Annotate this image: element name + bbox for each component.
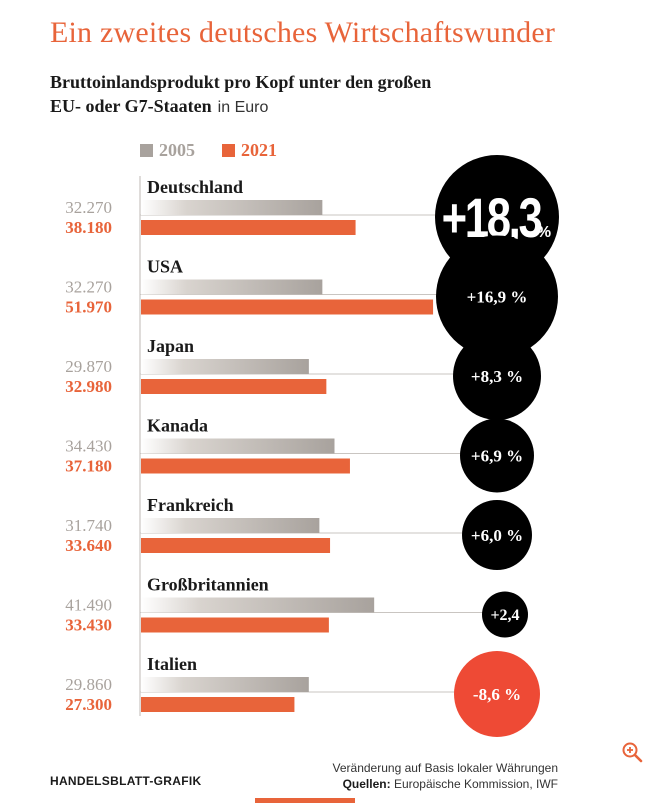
value-2005-frankreich: 31.740 (65, 516, 112, 535)
value-2021-japan: 32.980 (65, 377, 112, 396)
country-label-japan: Japan (147, 336, 194, 356)
country-label-gro-britannien: Großbritannien (147, 575, 269, 595)
bar-2021-deutschland (141, 220, 356, 235)
value-2005-japan: 29.870 (65, 357, 112, 376)
change-bubble-gro-britannien (482, 591, 528, 638)
footer-sources-label: Quellen: (342, 777, 391, 791)
bar-2021-italien (141, 697, 295, 712)
value-2021-gro-britannien: 33.430 (65, 616, 112, 635)
country-label-italien: Italien (147, 654, 197, 674)
value-2005-usa: 32.270 (65, 278, 112, 297)
value-2021-frankreich: 33.640 (65, 536, 112, 555)
footer-sources-text: Europäische Kommission, IWF (393, 777, 558, 791)
change-bubble-frankreich (462, 500, 532, 570)
bar-2005-kanada (141, 438, 335, 454)
country-label-kanada: Kanada (147, 416, 208, 436)
legend-2005-label: 2005 (159, 140, 195, 160)
change-label-japan: +8,3 % (471, 367, 523, 386)
country-label-frankreich: Frankreich (147, 495, 234, 515)
bar-2021-japan (141, 379, 327, 394)
value-2005-deutschland: 32.270 (65, 198, 112, 217)
change-label-frankreich: +6,0 % (471, 526, 523, 545)
bar-2021-frankreich (141, 538, 331, 553)
subtitle-line-2-text: EU- oder G7-Staaten (50, 96, 212, 116)
footer-notes: Veränderung auf Basis lokaler Währungen … (333, 760, 558, 792)
value-2021-italien: 27.300 (65, 695, 112, 714)
legend-2021: 2021 (222, 140, 277, 161)
legend-2005: 2005 (140, 140, 195, 161)
value-2021-deutschland: 38.180 (65, 218, 112, 237)
legend-2021-label: 2021 (241, 140, 277, 160)
value-2005-italien: 29.860 (65, 675, 112, 694)
bar-2005-frankreich (141, 518, 320, 533)
bar-2005-gro-britannien (141, 597, 375, 613)
bar-2005-usa (141, 279, 323, 295)
change-label-usa: +16,9 % (467, 287, 528, 306)
change-label-kanada: +6,9 % (471, 446, 523, 465)
value-2005-kanada: 34.430 (65, 437, 112, 456)
change-suffix-deutschland: % (537, 224, 551, 241)
change-label-italien: -8,6 % (473, 685, 521, 704)
bar-2021-kanada (141, 458, 350, 474)
legend-2021-swatch (222, 144, 235, 157)
country-label-usa: USA (147, 257, 183, 277)
bar-2021-usa (141, 299, 434, 315)
footer-note: Veränderung auf Basis lokaler Währungen (332, 761, 558, 775)
bar-2021-gro-britannien (141, 617, 329, 633)
bar-2005-japan (141, 359, 309, 374)
footer-sources: Quellen: Europäische Kommission, IWF (333, 776, 558, 792)
value-2021-kanada: 37.180 (65, 457, 112, 476)
change-bubble-usa (436, 235, 558, 358)
change-bubble-japan (453, 332, 541, 420)
change-bubble-kanada (460, 418, 534, 493)
country-label-deutschland: Deutschland (147, 177, 243, 197)
subtitle-line-1: Bruttoinlandsprodukt pro Kopf unter den … (50, 72, 432, 92)
subtitle-unit: in Euro (217, 99, 269, 116)
subtitle-line-2: EU- oder G7-Staaten in Euro (50, 96, 268, 117)
value-2005-gro-britannien: 41.490 (65, 596, 112, 615)
change-label-gro-britannien: +2,4 (490, 607, 519, 624)
value-2021-usa: 51.970 (65, 298, 112, 317)
headline: Ein zweites deutsches Wirtschaftswunder (50, 16, 556, 49)
legend-2005-swatch (140, 144, 153, 157)
footer-credit: HANDELSBLATT-GRAFIK (50, 774, 202, 788)
bar-2005-italien (141, 677, 309, 692)
change-bubble-italien (454, 651, 540, 737)
zoom-in-icon[interactable] (620, 740, 644, 764)
bar-2005-deutschland (141, 200, 323, 215)
accent-bar (255, 798, 355, 803)
